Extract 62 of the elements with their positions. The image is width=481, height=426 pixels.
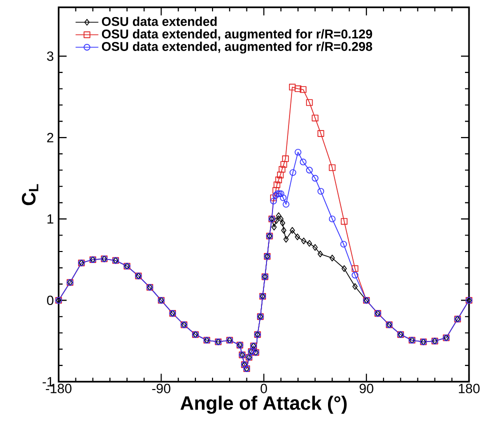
point — [278, 216, 284, 222]
point — [274, 217, 279, 224]
y-tick-label: 0 — [47, 296, 54, 306]
point — [340, 218, 348, 225]
point — [274, 190, 281, 198]
point — [282, 201, 290, 208]
x-tick-label: 180 — [458, 384, 480, 394]
point — [283, 236, 289, 243]
point — [306, 240, 312, 247]
x-axis-title: Angle of Attack (°) — [180, 396, 347, 414]
point — [317, 188, 324, 195]
point — [352, 283, 358, 290]
point — [300, 158, 306, 166]
point — [272, 187, 280, 194]
point — [301, 238, 306, 244]
point — [290, 169, 296, 176]
point — [280, 194, 287, 202]
x-tick-label: 0 — [260, 384, 268, 394]
x-tick-label: -90 — [152, 384, 170, 394]
point — [281, 227, 286, 234]
legend-label: OSU data extended, augmented for r/R=0.298 — [102, 42, 372, 54]
point — [276, 190, 283, 198]
point — [278, 166, 286, 173]
point — [352, 265, 358, 272]
point — [282, 156, 289, 162]
point — [312, 175, 318, 182]
point — [342, 265, 347, 272]
point — [278, 190, 284, 198]
y-tick-label: 1 — [48, 214, 54, 224]
point — [290, 227, 295, 234]
point — [294, 149, 302, 156]
point — [276, 212, 282, 220]
point — [294, 86, 302, 92]
point — [270, 194, 277, 202]
point — [294, 234, 300, 240]
point — [306, 166, 313, 174]
point — [274, 182, 280, 188]
point — [318, 250, 323, 258]
point — [277, 172, 284, 178]
y-tick-label: 2 — [47, 133, 54, 142]
point — [306, 99, 313, 106]
point — [330, 254, 335, 262]
point — [340, 240, 347, 248]
x-tick-label: 90 — [360, 384, 374, 394]
point — [312, 114, 318, 122]
point — [300, 86, 306, 94]
point — [312, 244, 318, 251]
point — [275, 176, 282, 184]
point — [317, 130, 324, 137]
y-tick-label: 3 — [47, 52, 54, 62]
point — [288, 84, 296, 91]
legend-label: OSU data extended — [102, 16, 217, 26]
point — [352, 272, 358, 279]
point — [272, 192, 280, 199]
legend-label: OSU data extended, augmented for r/R=0.129 — [102, 29, 372, 42]
point — [280, 220, 286, 226]
point — [270, 198, 277, 205]
point — [280, 161, 288, 168]
point — [328, 164, 336, 172]
point — [271, 224, 277, 231]
point — [328, 216, 336, 222]
y-axis-title: C$_{L}$ — [22, 184, 38, 206]
